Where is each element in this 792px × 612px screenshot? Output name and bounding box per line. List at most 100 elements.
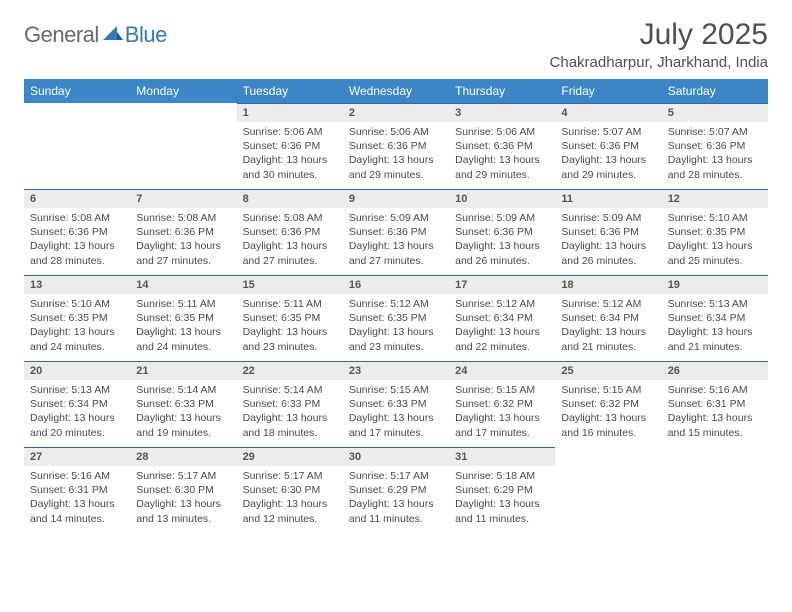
logo-triangle-icon xyxy=(103,24,123,40)
sunset-text: Sunset: 6:36 PM xyxy=(561,225,655,239)
sunset-text: Sunset: 6:35 PM xyxy=(136,311,230,325)
calendar-day-cell: 4Sunrise: 5:07 AMSunset: 6:36 PMDaylight… xyxy=(555,103,661,189)
day-number: 23 xyxy=(343,361,449,380)
calendar-day-cell: 3Sunrise: 5:06 AMSunset: 6:36 PMDaylight… xyxy=(449,103,555,189)
daylight-text: Daylight: 13 hours and 21 minutes. xyxy=(561,325,655,353)
logo: General Blue xyxy=(24,18,167,48)
day-body: Sunrise: 5:07 AMSunset: 6:36 PMDaylight:… xyxy=(662,122,768,188)
sunrise-text: Sunrise: 5:12 AM xyxy=(455,297,549,311)
day-body: Sunrise: 5:18 AMSunset: 6:29 PMDaylight:… xyxy=(449,466,555,532)
day-body: Sunrise: 5:16 AMSunset: 6:31 PMDaylight:… xyxy=(662,380,768,446)
sunrise-text: Sunrise: 5:06 AM xyxy=(455,125,549,139)
sunrise-text: Sunrise: 5:14 AM xyxy=(243,383,337,397)
daylight-text: Daylight: 13 hours and 20 minutes. xyxy=(30,411,124,439)
sunset-text: Sunset: 6:29 PM xyxy=(349,483,443,497)
day-body: Sunrise: 5:08 AMSunset: 6:36 PMDaylight:… xyxy=(130,208,236,274)
daylight-text: Daylight: 13 hours and 26 minutes. xyxy=(455,239,549,267)
calendar-day-cell: 12Sunrise: 5:10 AMSunset: 6:35 PMDayligh… xyxy=(662,189,768,275)
calendar-week-row: 1Sunrise: 5:06 AMSunset: 6:36 PMDaylight… xyxy=(24,103,768,189)
day-number: 7 xyxy=(130,189,236,208)
sunrise-text: Sunrise: 5:08 AM xyxy=(243,211,337,225)
daylight-text: Daylight: 13 hours and 22 minutes. xyxy=(455,325,549,353)
sunrise-text: Sunrise: 5:14 AM xyxy=(136,383,230,397)
sunset-text: Sunset: 6:35 PM xyxy=(30,311,124,325)
daylight-text: Daylight: 13 hours and 27 minutes. xyxy=(136,239,230,267)
calendar-day-cell: 28Sunrise: 5:17 AMSunset: 6:30 PMDayligh… xyxy=(130,447,236,533)
day-number: 22 xyxy=(237,361,343,380)
calendar-header-row: SundayMondayTuesdayWednesdayThursdayFrid… xyxy=(24,79,768,103)
daylight-text: Daylight: 13 hours and 13 minutes. xyxy=(136,497,230,525)
day-body: Sunrise: 5:11 AMSunset: 6:35 PMDaylight:… xyxy=(130,294,236,360)
day-body: Sunrise: 5:16 AMSunset: 6:31 PMDaylight:… xyxy=(24,466,130,532)
calendar-day-cell: 1Sunrise: 5:06 AMSunset: 6:36 PMDaylight… xyxy=(237,103,343,189)
daylight-text: Daylight: 13 hours and 19 minutes. xyxy=(136,411,230,439)
sunrise-text: Sunrise: 5:16 AM xyxy=(668,383,762,397)
title-block: July 2025 Chakradharpur, Jharkhand, Indi… xyxy=(550,18,768,71)
daylight-text: Daylight: 13 hours and 27 minutes. xyxy=(243,239,337,267)
logo-text-general: General xyxy=(24,22,99,48)
logo-text-blue: Blue xyxy=(125,22,167,48)
day-body: Sunrise: 5:17 AMSunset: 6:30 PMDaylight:… xyxy=(237,466,343,532)
day-body: Sunrise: 5:12 AMSunset: 6:34 PMDaylight:… xyxy=(449,294,555,360)
day-number: 19 xyxy=(662,275,768,294)
weekday-header: Sunday xyxy=(24,79,130,103)
day-body: Sunrise: 5:15 AMSunset: 6:33 PMDaylight:… xyxy=(343,380,449,446)
sunrise-text: Sunrise: 5:17 AM xyxy=(349,469,443,483)
sunset-text: Sunset: 6:36 PM xyxy=(349,225,443,239)
calendar-day-cell: 14Sunrise: 5:11 AMSunset: 6:35 PMDayligh… xyxy=(130,275,236,361)
day-body: Sunrise: 5:09 AMSunset: 6:36 PMDaylight:… xyxy=(449,208,555,274)
day-number: 2 xyxy=(343,103,449,122)
sunset-text: Sunset: 6:29 PM xyxy=(455,483,549,497)
day-body: Sunrise: 5:07 AMSunset: 6:36 PMDaylight:… xyxy=(555,122,661,188)
calendar-day-cell: 19Sunrise: 5:13 AMSunset: 6:34 PMDayligh… xyxy=(662,275,768,361)
day-number: 29 xyxy=(237,447,343,466)
daylight-text: Daylight: 13 hours and 26 minutes. xyxy=(561,239,655,267)
sunset-text: Sunset: 6:30 PM xyxy=(136,483,230,497)
day-body: Sunrise: 5:09 AMSunset: 6:36 PMDaylight:… xyxy=(343,208,449,274)
calendar-day-cell xyxy=(130,103,236,189)
sunrise-text: Sunrise: 5:06 AM xyxy=(349,125,443,139)
daylight-text: Daylight: 13 hours and 16 minutes. xyxy=(561,411,655,439)
sunset-text: Sunset: 6:33 PM xyxy=(349,397,443,411)
calendar-day-cell: 6Sunrise: 5:08 AMSunset: 6:36 PMDaylight… xyxy=(24,189,130,275)
calendar-week-row: 6Sunrise: 5:08 AMSunset: 6:36 PMDaylight… xyxy=(24,189,768,275)
day-number: 12 xyxy=(662,189,768,208)
daylight-text: Daylight: 13 hours and 29 minutes. xyxy=(561,153,655,181)
day-body: Sunrise: 5:09 AMSunset: 6:36 PMDaylight:… xyxy=(555,208,661,274)
day-number: 11 xyxy=(555,189,661,208)
day-body: Sunrise: 5:06 AMSunset: 6:36 PMDaylight:… xyxy=(237,122,343,188)
day-body: Sunrise: 5:14 AMSunset: 6:33 PMDaylight:… xyxy=(237,380,343,446)
day-body: Sunrise: 5:10 AMSunset: 6:35 PMDaylight:… xyxy=(662,208,768,274)
daylight-text: Daylight: 13 hours and 28 minutes. xyxy=(668,153,762,181)
day-body: Sunrise: 5:08 AMSunset: 6:36 PMDaylight:… xyxy=(24,208,130,274)
day-number: 18 xyxy=(555,275,661,294)
day-number: 3 xyxy=(449,103,555,122)
day-body: Sunrise: 5:12 AMSunset: 6:35 PMDaylight:… xyxy=(343,294,449,360)
calendar-day-cell: 15Sunrise: 5:11 AMSunset: 6:35 PMDayligh… xyxy=(237,275,343,361)
weekday-header: Thursday xyxy=(449,79,555,103)
daylight-text: Daylight: 13 hours and 18 minutes. xyxy=(243,411,337,439)
sunset-text: Sunset: 6:33 PM xyxy=(243,397,337,411)
calendar-day-cell: 17Sunrise: 5:12 AMSunset: 6:34 PMDayligh… xyxy=(449,275,555,361)
calendar-day-cell: 7Sunrise: 5:08 AMSunset: 6:36 PMDaylight… xyxy=(130,189,236,275)
sunrise-text: Sunrise: 5:17 AM xyxy=(136,469,230,483)
weekday-header: Friday xyxy=(555,79,661,103)
calendar-day-cell: 20Sunrise: 5:13 AMSunset: 6:34 PMDayligh… xyxy=(24,361,130,447)
sunset-text: Sunset: 6:36 PM xyxy=(668,139,762,153)
daylight-text: Daylight: 13 hours and 27 minutes. xyxy=(349,239,443,267)
sunset-text: Sunset: 6:31 PM xyxy=(30,483,124,497)
sunrise-text: Sunrise: 5:15 AM xyxy=(561,383,655,397)
calendar-day-cell: 11Sunrise: 5:09 AMSunset: 6:36 PMDayligh… xyxy=(555,189,661,275)
calendar-day-cell: 24Sunrise: 5:15 AMSunset: 6:32 PMDayligh… xyxy=(449,361,555,447)
sunset-text: Sunset: 6:36 PM xyxy=(243,139,337,153)
calendar-day-cell: 21Sunrise: 5:14 AMSunset: 6:33 PMDayligh… xyxy=(130,361,236,447)
day-number: 6 xyxy=(24,189,130,208)
daylight-text: Daylight: 13 hours and 17 minutes. xyxy=(455,411,549,439)
sunrise-text: Sunrise: 5:08 AM xyxy=(30,211,124,225)
calendar-day-cell: 10Sunrise: 5:09 AMSunset: 6:36 PMDayligh… xyxy=(449,189,555,275)
day-body: Sunrise: 5:13 AMSunset: 6:34 PMDaylight:… xyxy=(24,380,130,446)
day-number: 20 xyxy=(24,361,130,380)
sunrise-text: Sunrise: 5:13 AM xyxy=(30,383,124,397)
calendar-day-cell: 9Sunrise: 5:09 AMSunset: 6:36 PMDaylight… xyxy=(343,189,449,275)
day-body: Sunrise: 5:06 AMSunset: 6:36 PMDaylight:… xyxy=(449,122,555,188)
